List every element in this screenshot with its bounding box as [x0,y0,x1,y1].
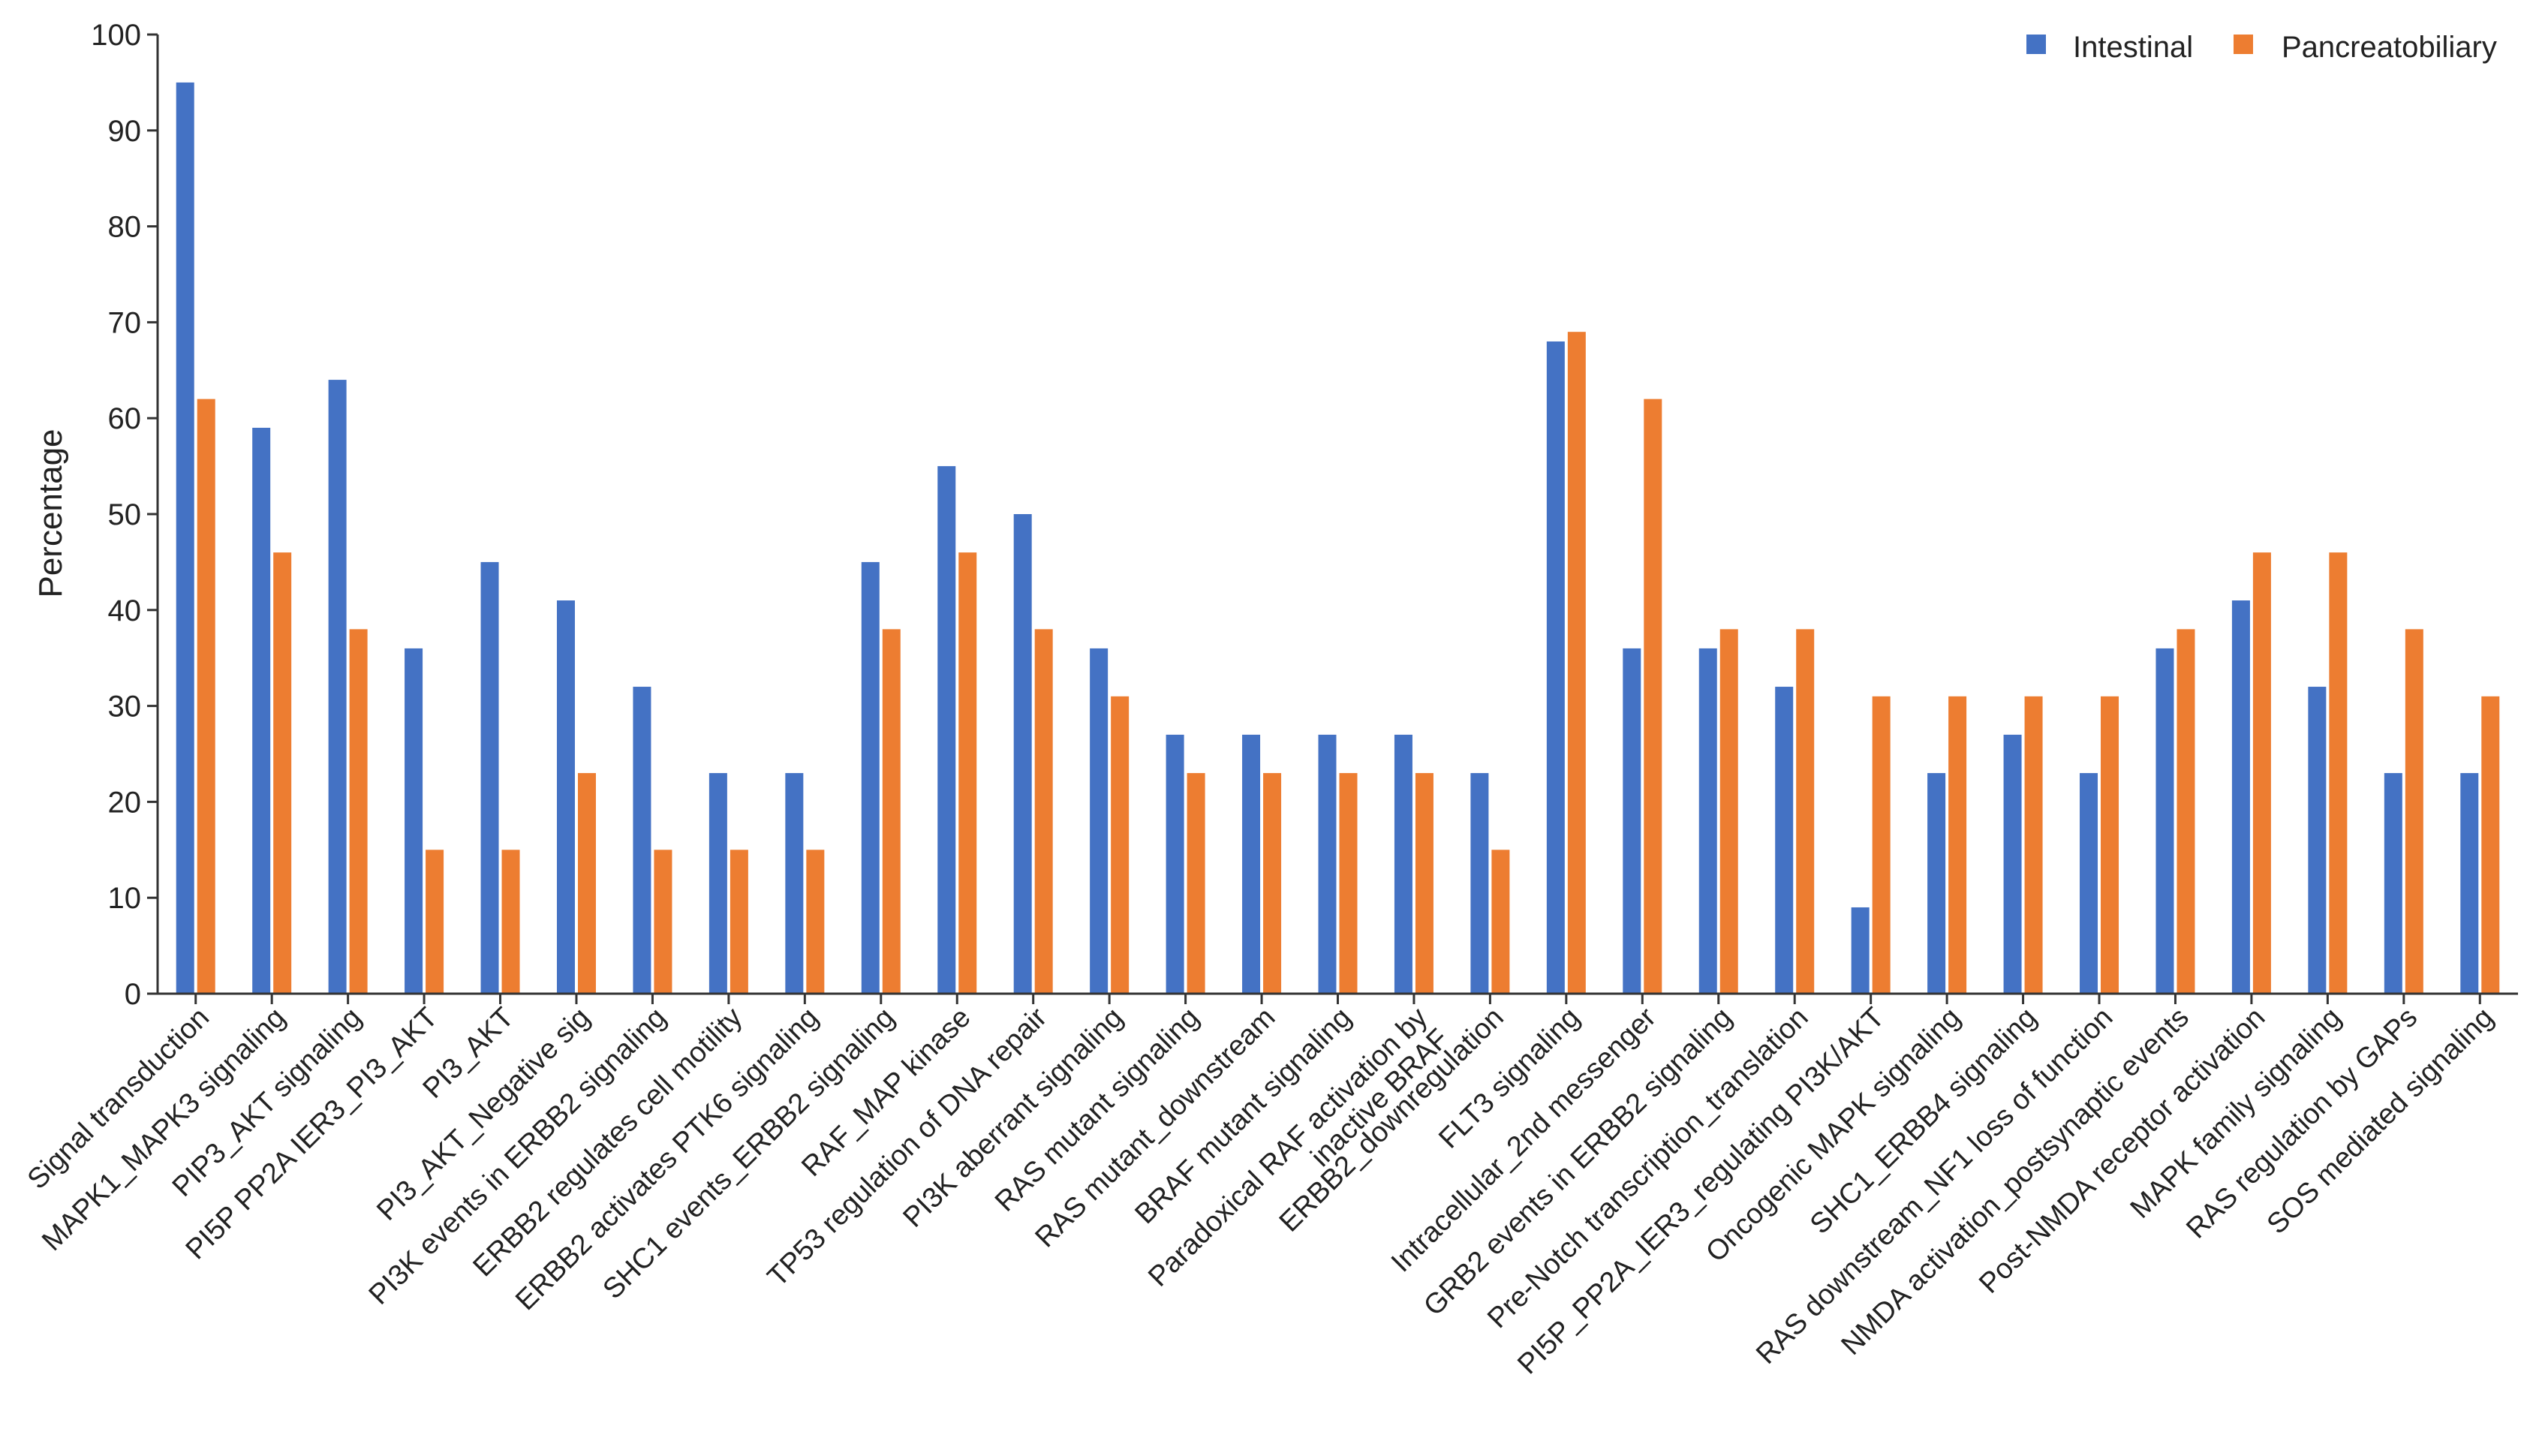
y-tick-label: 40 [108,594,142,627]
legend-swatch-intestinal [2026,35,2046,54]
bar-pancreatobiliary-ras-regulation-by-gaps [2405,629,2423,994]
bar-intestinal-braf-mutant-signaling [1318,734,1337,994]
bar-intestinal-intracellular-2nd-messenger [1623,648,1641,994]
y-tick-label: 100 [91,19,141,52]
bar-intestinal-pi3-akt-negative-sig [556,600,575,994]
bar-intestinal-shc1-erbb4-signaling [2003,734,2022,994]
y-axis-title: Percentage [32,429,69,597]
bar-intestinal-pi3k-aberrant-signaling [1090,648,1109,994]
y-tick-label: 90 [108,115,142,148]
bar-intestinal-signal-transduction [176,82,194,994]
bar-pancreatobiliary-erbb2-downregulation [1491,850,1510,994]
bar-intestinal-ras-regulation-by-gaps [2384,773,2402,994]
bar-pancreatobiliary-shc1-events-erbb2-signaling [882,629,901,994]
bar-pancreatobiliary-pi3k-events-in-erbb2-signaling [654,850,672,994]
bar-pancreatobiliary-grb2-events-in-erbb2-signaling [1719,629,1738,994]
bar-pancreatobiliary-tp53-regulation-of-dna-repair [1034,629,1053,994]
bar-pancreatobiliary-ras-mutant-downstream [1263,773,1282,994]
bar-intestinal-nmda-activation-postsynaptic-events [2155,648,2174,994]
y-axis: 0 10 20 30 40 50 60 70 80 90 100 [91,19,159,1011]
bar-pancreatobiliary-pi3-akt-negative-sig [577,773,596,994]
bar-intestinal-flt3-signaling [1546,341,1565,994]
bar-pancreatobiliary-erbb2-regulates-cell-motility [730,850,748,994]
bar-pancreatobiliary-pi5p-pp2a-ier3-pi3-akt [426,850,444,994]
x-tick-label-tp53-regulation-of-dna-repair: TP53 regulation of DNA repair [762,1001,1053,1292]
bar-intestinal-oncogenic-mapk-signaling [1927,773,1946,994]
bar-pancreatobiliary-shc1-erbb4-signaling [2024,696,2043,994]
bar-pancreatobiliary-erbb2-activates-ptk6-signaling [806,850,825,994]
bar-pancreatobiliary-pip3-akt-signaling [349,629,368,994]
bar-intestinal-pi5p-pp2a-ier3-regulating-pi3k-akt [1851,907,1870,994]
bar-pancreatobiliary-ras-mutant-signaling [1187,773,1205,994]
bar-pancreatobiliary-mapk1-mapk3-signaling [273,552,292,994]
bar-intestinal-pip3-akt-signaling [328,380,347,994]
bar-intestinal-erbb2-activates-ptk6-signaling [785,773,804,994]
bar-pancreatobiliary-oncogenic-mapk-signaling [1948,696,1967,994]
legend: Intestinal Pancreatobiliary [2026,31,2497,64]
y-tick-label: 80 [108,211,142,244]
bar-pancreatobiliary-post-nmda-receptor-activation [2252,552,2271,994]
bar-intestinal-grb2-events-in-erbb2-signaling [1698,648,1717,994]
bar-pancreatobiliary-signal-transduction [197,399,215,994]
y-tick-label: 20 [108,786,142,819]
bar-intestinal-ras-mutant-downstream [1242,734,1261,994]
bar-intestinal-pi5p-pp2a-ier3-pi3-akt [405,648,423,994]
bar-intestinal-ras-downstream-nf1-loss-of-function [2080,773,2098,994]
x-tick-label-nmda-activation-postsynaptic-events: NMDA activation_postsynaptic events [1836,1002,2195,1361]
bar-pancreatobiliary-ras-downstream-nf1-loss-of-function [2101,696,2119,994]
y-tick-label: 0 [125,978,141,1011]
bar-intestinal-post-nmda-receptor-activation [2231,600,2250,994]
bar-pancreatobiliary-braf-mutant-signaling [1339,773,1358,994]
y-tick-label: 50 [108,498,142,531]
bar-pancreatobiliary-mapk-family-signaling [2329,552,2348,994]
bar-intestinal-pi3-akt [480,561,499,994]
bar-intestinal-shc1-events-erbb2-signaling [861,561,880,994]
bars [176,82,2500,994]
bar-pancreatobiliary-paradoxical-raf-activation-by-inactive-braf [1415,773,1433,994]
bar-pancreatobiliary-pre-notch-transcription-translation [1796,629,1815,994]
legend-swatch-pancreatobiliary [2234,35,2253,54]
y-tick-label: 60 [108,402,142,435]
y-tick-label: 70 [108,306,142,339]
bar-pancreatobiliary-pi5p-pp2a-ier3-regulating-pi3k-akt [1872,696,1891,994]
y-tick-label: 10 [108,882,142,915]
bar-pancreatobiliary-raf-map-kinase [958,552,977,994]
bar-intestinal-paradoxical-raf-activation-by-inactive-braf [1394,734,1412,994]
bar-intestinal-erbb2-downregulation [1470,773,1489,994]
bar-pancreatobiliary-nmda-activation-postsynaptic-events [2177,629,2195,994]
bar-pancreatobiliary-sos-mediated-signaling [2481,696,2500,994]
bar-intestinal-ras-mutant-signaling [1166,734,1184,994]
bar-pancreatobiliary-flt3-signaling [1567,332,1586,994]
bar-intestinal-sos-mediated-signaling [2460,773,2479,994]
bar-intestinal-pi3k-events-in-erbb2-signaling [633,687,651,994]
bar-intestinal-mapk-family-signaling [2308,687,2327,994]
bar-pancreatobiliary-pi3k-aberrant-signaling [1111,696,1130,994]
bar-intestinal-raf-map-kinase [937,466,956,994]
legend-label-pancreatobiliary: Pancreatobiliary [2282,31,2497,64]
y-tick-label: 30 [108,690,142,723]
legend-label-intestinal: Intestinal [2073,31,2193,64]
bar-pancreatobiliary-intracellular-2nd-messenger [1644,399,1662,994]
bar-intestinal-mapk1-mapk3-signaling [252,427,271,994]
bar-intestinal-tp53-regulation-of-dna-repair [1013,514,1032,994]
bar-pancreatobiliary-pi3-akt [501,850,520,994]
bar-intestinal-pre-notch-transcription-translation [1775,687,1794,994]
bar-intestinal-erbb2-regulates-cell-motility [708,773,727,994]
